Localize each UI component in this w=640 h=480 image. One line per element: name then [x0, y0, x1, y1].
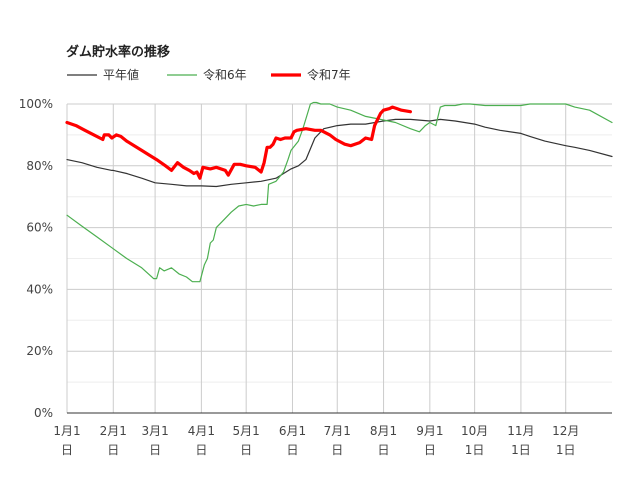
y-tick-label: 80%: [26, 159, 53, 173]
x-tick-label: 11月: [507, 424, 534, 438]
y-tick-label: 40%: [26, 282, 53, 296]
x-tick-label-line2: 日: [195, 443, 207, 457]
y-tick-label: 0%: [34, 406, 53, 420]
x-tick-label: 7月1: [324, 424, 351, 438]
x-tick-label: 2月1: [100, 424, 127, 438]
x-tick-label-line2: 日: [378, 443, 390, 457]
series-line-normal: [66, 118, 613, 188]
legend: 平年値 令和6年 令和7年: [67, 67, 351, 82]
x-tick-label-line2: 1日: [556, 443, 576, 457]
x-tick-label-line2: 日: [286, 443, 298, 457]
x-tick-label-line2: 日: [61, 443, 73, 457]
legend-label: 令和6年: [203, 67, 247, 82]
x-tick-label: 12月: [552, 424, 579, 438]
x-tick-label-line2: 日: [149, 443, 161, 457]
y-tick-label: 100%: [19, 97, 53, 111]
x-axis-ticks: 1月1 日 2月1 日 3月1 日 4月1 日 5月1 日 6月1 日 7月1 日 8月1 日 9月1 日 10月 1…: [53, 424, 579, 457]
x-tick-label: 1月1: [53, 424, 80, 438]
series-line-r6: [66, 101, 613, 283]
x-tick-label: 6月1: [279, 424, 306, 438]
x-tick-label-line2: 日: [240, 443, 252, 457]
grid: [66, 103, 612, 413]
legend-label: 令和7年: [307, 67, 351, 82]
chart-title: ダム貯水率の推移: [66, 44, 170, 60]
x-tick-label: 8月1: [370, 424, 397, 438]
y-axis-ticks: 0% 20% 40% 60% 80% 100%: [19, 97, 53, 420]
x-tick-label-line2: 日: [424, 443, 436, 457]
x-tick-label: 9月1: [416, 424, 443, 438]
x-tick-label: 5月1: [233, 424, 260, 438]
y-tick-label: 60%: [26, 221, 53, 235]
y-tick-label: 20%: [26, 344, 53, 358]
x-tick-label-line2: 日: [331, 443, 343, 457]
series-line-r7: [65, 105, 412, 180]
x-tick-label: 3月1: [141, 424, 168, 438]
x-tick-label-line2: 1日: [511, 443, 531, 457]
legend-label: 平年値: [103, 67, 139, 82]
x-tick-label-line2: 1日: [465, 443, 485, 457]
x-tick-label: 10月: [461, 424, 488, 438]
x-tick-label-line2: 日: [107, 443, 119, 457]
series-lines: [65, 101, 613, 283]
x-tick-label: 4月1: [188, 424, 215, 438]
